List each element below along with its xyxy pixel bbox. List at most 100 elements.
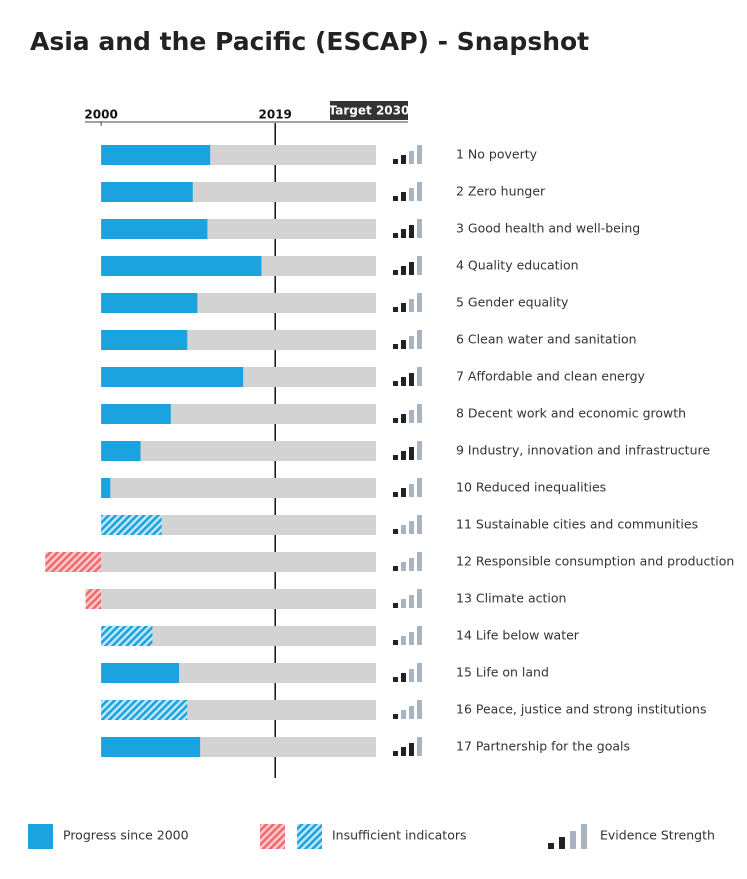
progress-bar [101,219,208,239]
evidence-bar [393,566,398,571]
evidence-icon [393,589,422,608]
evidence-bar [393,640,398,645]
evidence-bar [417,552,422,571]
track [101,441,376,461]
evidence-bar [393,492,398,497]
evidence-icon [393,663,422,682]
evidence-bar [393,603,398,608]
progress-bar [101,367,244,387]
evidence-icon [393,441,422,460]
evidence-bar [393,307,398,312]
category-label: 8 Decent work and economic growth [456,406,686,421]
evidence-bar [581,824,587,849]
evidence-bar [401,414,406,423]
evidence-bar [393,714,398,719]
track [101,626,376,646]
category-label: 10 Reduced inequalities [456,480,606,495]
evidence-bar [393,196,398,201]
category-label: 11 Sustainable cities and communities [456,517,698,532]
category-label: 6 Clean water and sanitation [456,332,637,347]
evidence-bar [417,441,422,460]
evidence-bar [548,843,554,849]
evidence-icon [393,367,422,386]
evidence-bar [401,710,406,719]
category-label: 4 Quality education [456,258,579,273]
evidence-bar [401,636,406,645]
category-label: 14 Life below water [456,628,580,643]
evidence-bar [417,626,422,645]
evidence-bar [409,447,414,460]
track [101,515,376,535]
evidence-bar [409,336,414,349]
evidence-bar [417,700,422,719]
x-tick-label: Target 2030 [329,104,410,118]
evidence-bar [570,831,576,849]
legend-swatch [260,824,285,849]
evidence-bar [393,677,398,682]
progress-bar [101,663,180,683]
evidence-icon [393,515,422,534]
legend-swatch [28,824,53,849]
evidence-bar [417,737,422,756]
legend-label: Insufficient indicators [332,828,467,843]
progress-bar [101,145,211,165]
evidence-bar [401,562,406,571]
evidence-bar [401,525,406,534]
evidence-bar [393,455,398,460]
evidence-bar [401,451,406,460]
progress-bar [101,441,141,461]
evidence-bar [401,488,406,497]
evidence-bar [417,219,422,238]
progress-bar [101,515,162,535]
legend-swatch [297,824,322,849]
category-label: 9 Industry, innovation and infrastructur… [456,443,710,458]
evidence-bar [417,256,422,275]
evidence-bar [417,182,422,201]
progress-bar [85,589,102,609]
evidence-bar [393,381,398,386]
progress-bar [101,182,193,202]
evidence-bar [417,367,422,386]
evidence-bar [417,478,422,497]
evidence-bar [393,418,398,423]
track [101,552,376,572]
evidence-bar [417,293,422,312]
category-label: 13 Climate action [456,591,566,606]
evidence-bar [409,743,414,756]
progress-bar [101,404,171,424]
progress-bar [101,330,188,350]
evidence-bar [401,303,406,312]
evidence-icon [393,182,422,201]
evidence-icon [393,293,422,312]
evidence-icon [393,626,422,645]
evidence-bar [409,188,414,201]
progress-bar [101,478,111,498]
evidence-icon [393,737,422,756]
target-box [330,101,408,120]
legend-label: Evidence Strength [600,828,715,843]
evidence-bar [417,145,422,164]
evidence-icon [393,219,422,238]
evidence-icon [393,478,422,497]
evidence-bar [393,233,398,238]
category-label: 5 Gender equality [456,295,569,310]
category-label: 16 Peace, justice and strong institution… [456,702,706,717]
legend-evidence-icon [548,824,587,849]
category-label: 7 Affordable and clean energy [456,369,646,384]
evidence-bar [401,673,406,682]
x-tick-label: 2019 [259,108,292,122]
evidence-bar [409,151,414,164]
chart-title: Asia and the Pacific (ESCAP) - Snapshot [30,27,589,56]
evidence-bar [401,229,406,238]
progress-bar [101,700,188,720]
evidence-icon [393,700,422,719]
evidence-bar [401,377,406,386]
evidence-bar [417,404,422,423]
evidence-bar [393,159,398,164]
evidence-bar [401,155,406,164]
evidence-bar [401,747,406,756]
evidence-bar [409,521,414,534]
evidence-icon [393,552,422,571]
evidence-bar [417,663,422,682]
evidence-bar [409,595,414,608]
